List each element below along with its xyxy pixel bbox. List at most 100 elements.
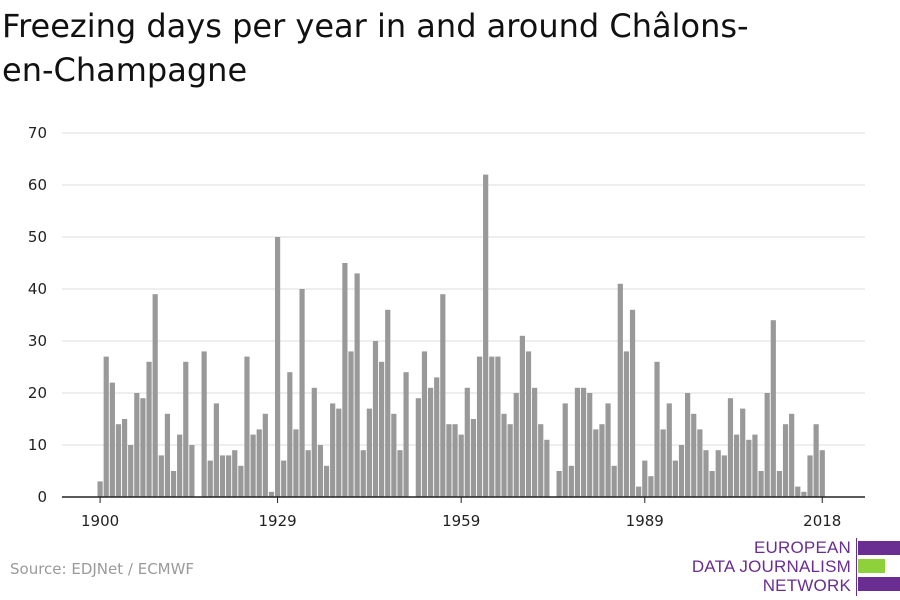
bar-1927 (262, 413, 268, 497)
bar-2001 (715, 450, 721, 497)
bar-1961 (470, 419, 477, 497)
bar-1989 (642, 460, 648, 497)
bar-1939 (336, 408, 342, 497)
bar-1959 (458, 434, 464, 497)
bar-1926 (256, 429, 262, 497)
bar-1910 (158, 455, 164, 497)
bar-1983 (605, 403, 611, 497)
bar-1949 (397, 450, 403, 497)
bar-1953 (421, 351, 428, 497)
logo-line-1: EUROPEAN (753, 538, 851, 557)
bar-1970 (525, 351, 532, 497)
bar-1991 (654, 361, 660, 497)
bar-1904 (121, 419, 128, 497)
bar-1993 (666, 403, 672, 497)
bar-1968 (513, 393, 519, 497)
bar-1981 (593, 429, 599, 497)
bar-1952 (415, 398, 421, 497)
y-tick-label: 10 (28, 436, 47, 454)
bar-1920 (219, 455, 226, 497)
bar-2014 (795, 486, 801, 497)
chart-title: Freezing days per year in and around Châ… (2, 7, 749, 89)
bar-1905 (128, 445, 134, 497)
bar-2007 (752, 434, 758, 497)
bar-2000 (709, 471, 715, 497)
bar-1914 (183, 361, 189, 497)
logo-bar-purple-top (858, 541, 900, 555)
bar-1931 (287, 372, 293, 497)
bar-1977 (568, 465, 574, 497)
x-tick-label: 1989 (626, 512, 664, 530)
logo-line-2: DATA JOURNALISM (691, 557, 851, 576)
gridlines (62, 132, 865, 446)
bar-2003 (727, 398, 734, 497)
bar-1957 (446, 424, 452, 497)
bar-1933 (299, 289, 305, 497)
bar-1911 (164, 413, 171, 497)
bar-1972 (538, 424, 544, 497)
bar-1945 (372, 341, 379, 497)
bar-1921 (226, 455, 232, 497)
bar-2015 (801, 491, 807, 497)
x-tick-label: 1959 (442, 512, 480, 530)
y-tick-label: 70 (28, 124, 47, 142)
bar-1994 (672, 460, 678, 497)
bar-1955 (434, 377, 440, 497)
bar-1924 (244, 356, 250, 497)
bar-1940 (342, 263, 348, 497)
x-tick-label: 1900 (81, 512, 119, 530)
y-tick-label: 20 (28, 384, 47, 402)
logo-bar-purple-bottom (858, 577, 900, 591)
bar-1919 (213, 403, 219, 497)
bar-1943 (360, 450, 366, 497)
bar-1967 (507, 424, 513, 497)
bar-1973 (544, 439, 550, 497)
bar-2006 (746, 439, 752, 497)
bar-1936 (317, 445, 324, 497)
bar-2009 (764, 393, 770, 497)
bar-1941 (348, 351, 354, 497)
bar-2002 (721, 455, 727, 497)
bar-1998 (697, 429, 703, 497)
bar-1996 (685, 393, 691, 497)
bar-1971 (532, 387, 538, 497)
x-axis-labels: 1900 1929 1959 1989 2018 (81, 512, 841, 530)
bar-1964 (489, 356, 495, 497)
x-tick-label: 2018 (803, 512, 841, 530)
bar-1954 (427, 387, 434, 497)
bar-2005 (740, 408, 746, 497)
bar-1930 (281, 460, 287, 497)
bar-1906 (134, 393, 140, 497)
bar-1935 (311, 387, 317, 497)
bar-2012 (782, 424, 789, 497)
bar-1948 (391, 413, 397, 497)
bar-1946 (379, 361, 385, 497)
bar-1980 (587, 393, 593, 497)
logo-divider (856, 538, 857, 596)
bar-1963 (483, 174, 489, 497)
bar-1982 (599, 424, 605, 497)
bar-1978 (574, 387, 581, 497)
bar-1990 (648, 476, 654, 497)
bar-1901 (103, 356, 109, 497)
bar-1909 (152, 294, 158, 497)
y-tick-label: 0 (37, 488, 47, 506)
bar-1976 (562, 403, 568, 497)
bar-2018 (819, 450, 825, 497)
bar-1934 (305, 450, 311, 497)
bar-1960 (464, 387, 470, 497)
bar-1975 (556, 471, 562, 497)
y-tick-label: 60 (28, 176, 47, 194)
bar-1992 (660, 429, 666, 497)
bar-1944 (366, 408, 372, 497)
x-tick-label: 1929 (258, 512, 296, 530)
bar-1902 (109, 382, 115, 497)
bar-1947 (385, 309, 391, 497)
bars (97, 174, 825, 497)
bar-1984 (611, 465, 617, 497)
bar-2016 (807, 455, 813, 497)
logo-bar-green (858, 559, 885, 573)
bar-2008 (758, 471, 764, 497)
bar-1988 (636, 486, 642, 497)
